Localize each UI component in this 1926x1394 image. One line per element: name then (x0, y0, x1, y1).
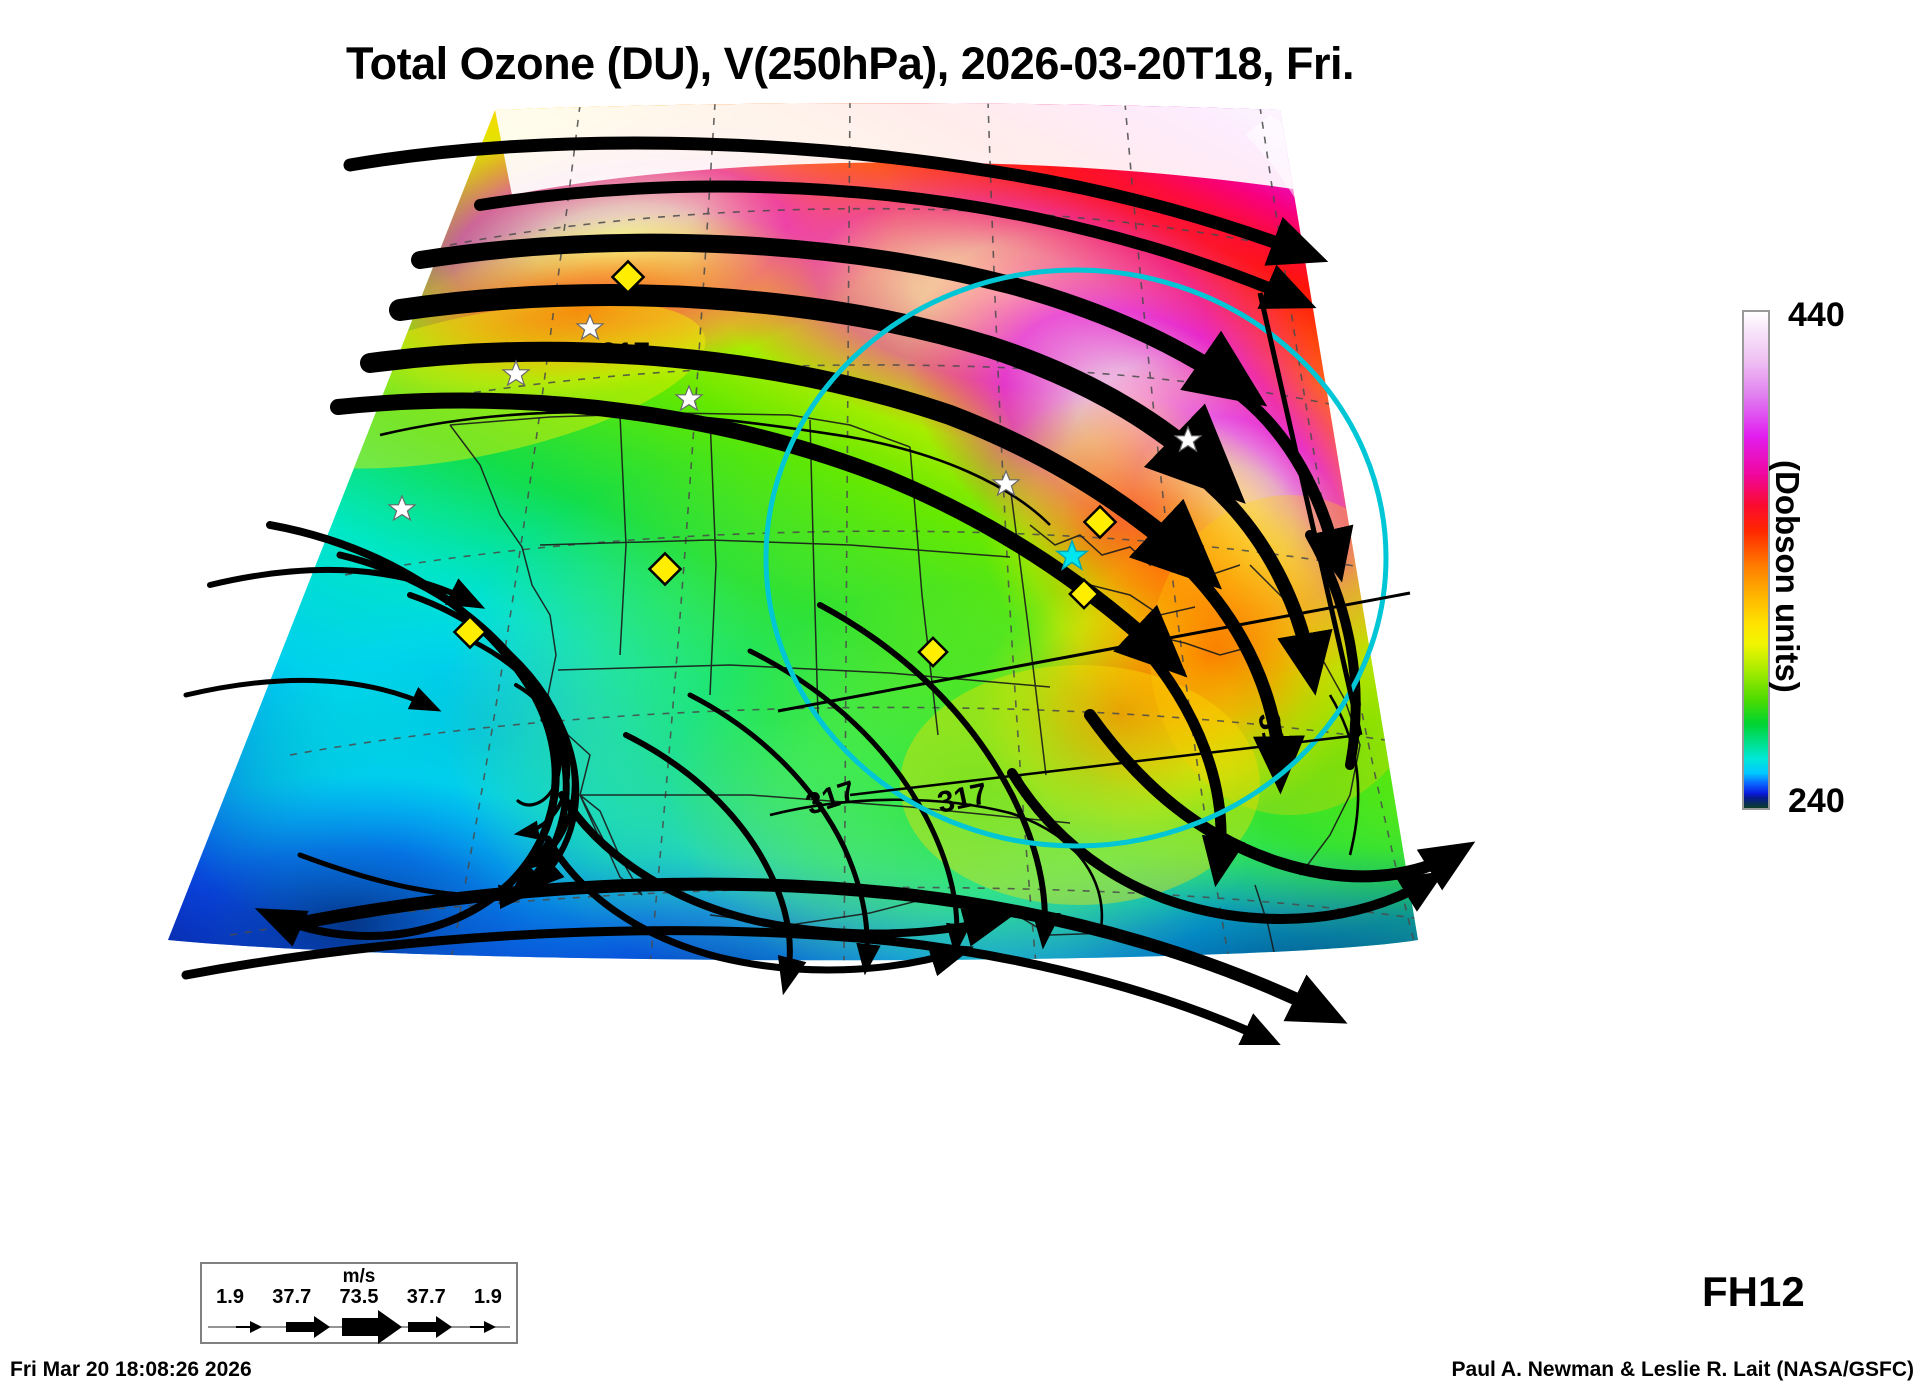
colorbar: 440 240 (Dobson units) (1742, 296, 1922, 830)
range-ring (763, 267, 1389, 849)
ozone-map: 317 317 317 317 (150, 95, 1570, 1045)
wind-key-units-label: m/s (342, 1266, 376, 1287)
forecast-hour-label: FH12 (1702, 1268, 1805, 1315)
page-title: Total Ozone (DU), V(250hPa), 2026-03-20T… (346, 38, 1354, 89)
wind-key-values: 1.9 37.7 73.5 37.7 1.9 (202, 1286, 516, 1309)
author-credit: Paul A. Newman & Leslie R. Lait (NASA/GS… (1451, 1358, 1914, 1381)
wind-speed-key: m/s 1.9 37.7 73.5 37.7 1.9 (200, 1262, 518, 1344)
wind-key-arrow-scale (208, 1310, 510, 1344)
colorbar-gradient (1742, 310, 1770, 810)
colorbar-min-label: 240 (1788, 782, 1845, 820)
wind-key-value-3: 73.5 (339, 1286, 379, 1308)
colorbar-max-label: 440 (1788, 296, 1845, 334)
site-markers (387, 259, 1203, 668)
generation-timestamp: Fri Mar 20 18:08:26 2026 (10, 1358, 252, 1381)
colorbar-axis-title: (Dobson units) (1769, 460, 1806, 693)
wind-key-value-1: 1.9 (216, 1286, 244, 1308)
wind-key-value-5: 1.9 (474, 1286, 502, 1308)
map-canvas: 317 317 317 317 (168, 103, 1476, 1045)
wind-key-value-2: 37.7 (272, 1286, 312, 1308)
wind-key-value-4: 37.7 (406, 1286, 446, 1308)
cyan-station-marker (1054, 538, 1090, 571)
flight-track-lines (777, 292, 1411, 797)
ozone-contour-field (168, 103, 1418, 961)
